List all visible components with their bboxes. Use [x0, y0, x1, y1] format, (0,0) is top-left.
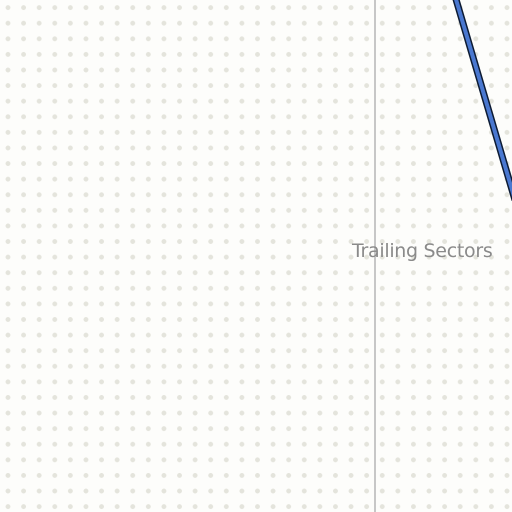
group-label-trailing-sectors: Trailing Sectors: [352, 240, 493, 262]
section-divider-line: [373, 0, 376, 512]
connector-fill: [454, 0, 512, 197]
